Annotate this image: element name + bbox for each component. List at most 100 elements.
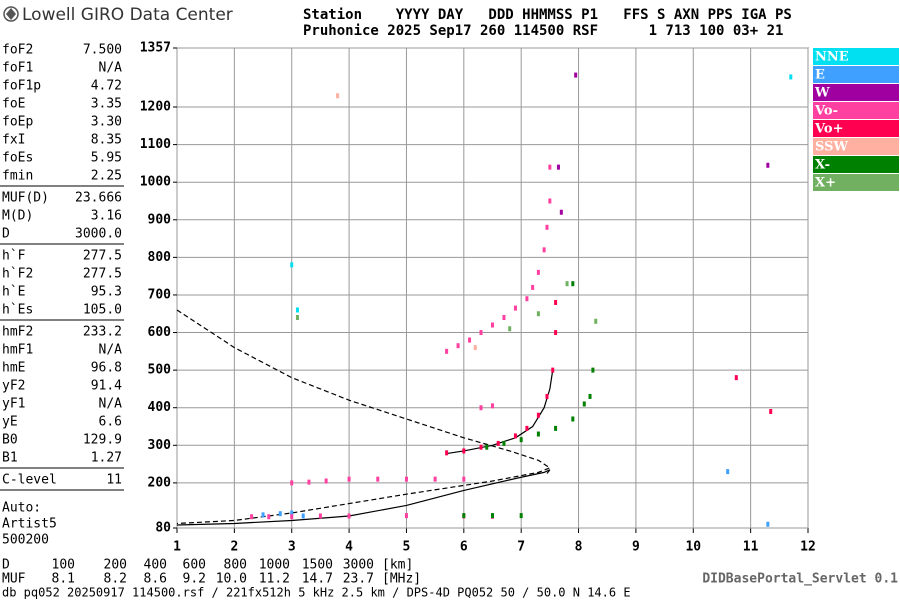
row-label: D [2, 558, 10, 573]
row-value: 3000 [343, 558, 374, 573]
y-tick-label: 500 [148, 363, 172, 378]
echo-point [473, 345, 477, 351]
legend-label: W [814, 86, 830, 101]
y-tick-label: 300 [148, 438, 172, 453]
footer-info: db pq052 20250917 114500.rsf / 221fx512h… [2, 586, 631, 600]
param-value: 233.2 [83, 325, 122, 340]
echo-point [307, 479, 311, 485]
x-tick-label: 9 [632, 540, 640, 555]
echo-point [545, 393, 549, 399]
param-value: 8.35 [91, 133, 122, 148]
echo-point [571, 281, 575, 287]
y-tick-label: 200 [148, 475, 172, 490]
row-value: 800 [224, 558, 247, 573]
echo-point [726, 469, 730, 475]
x-tick-label: 12 [800, 540, 816, 555]
row-value: 1000 [259, 558, 290, 573]
legend-swatch [813, 120, 899, 137]
param-value: 3.30 [91, 115, 122, 130]
echo-point [324, 478, 328, 484]
logo-text: Lowell GIRO Data Center [22, 5, 233, 25]
legend-swatch [813, 174, 899, 191]
param-value: N/A [99, 343, 123, 358]
param-name: h`Es [2, 303, 33, 318]
param-value: 5.95 [91, 151, 122, 166]
legend-label: NNE [815, 50, 849, 65]
plot-frame [176, 47, 809, 529]
echo-point [295, 307, 299, 313]
param-value: N/A [99, 397, 123, 412]
legend-label: X- [815, 158, 830, 173]
param-name: yF2 [2, 379, 25, 394]
param-name: fmin [2, 169, 33, 184]
x-tick-label: 3 [288, 540, 296, 555]
row-value: 600 [183, 558, 206, 573]
echo-point [318, 513, 322, 519]
legend-swatch [813, 66, 899, 83]
echo-point [525, 296, 529, 302]
echo-point [491, 403, 494, 409]
param-value: 277.5 [83, 267, 122, 282]
x-tick-label: 8 [575, 540, 583, 555]
x-tick-label: 11 [743, 540, 759, 555]
row-value: 1500 [302, 558, 333, 573]
x-tick-label: 1 [173, 540, 181, 555]
echo-point [404, 476, 408, 482]
x-tick-label: 10 [685, 540, 701, 555]
row-value: 8.6 [144, 572, 167, 587]
echo-point [554, 330, 558, 336]
echo-point [301, 513, 305, 519]
echo-point [588, 393, 592, 399]
param-value: 1.27 [91, 451, 122, 466]
logo: Lowell GIRO Data Center [3, 5, 233, 25]
param-value: 129.9 [83, 433, 122, 448]
echo-point [548, 198, 552, 204]
echo-point [445, 450, 449, 456]
row-value: 200 [104, 558, 127, 573]
param-name: foEs [2, 151, 33, 166]
echo-point [445, 348, 449, 354]
echo-point [290, 262, 294, 268]
echo-point [491, 322, 494, 328]
param-name: hmE [2, 361, 25, 376]
echo-point [513, 433, 517, 439]
echo-point [479, 405, 483, 411]
echo-point [267, 514, 271, 520]
header-line: Pruhonice 2025 Sep17 260 114500 RSF 1 71… [303, 23, 783, 39]
param-name: foF1 [2, 61, 33, 76]
logo-icon [6, 8, 16, 20]
echo-point [571, 416, 575, 422]
echo-point [536, 431, 540, 437]
param-value: 3000.0 [75, 227, 122, 242]
echo-point [531, 284, 535, 290]
echo-point [789, 74, 793, 80]
echo-point [554, 299, 558, 305]
param-name: h`F2 [2, 267, 33, 282]
echo-point [278, 511, 282, 517]
param-value: 91.4 [91, 379, 122, 394]
echo-point [468, 337, 472, 343]
logo-icon [3, 6, 19, 22]
auto-text: 500200 [2, 533, 49, 548]
legend-swatch [813, 138, 899, 155]
param-name: foF2 [2, 43, 33, 58]
echo-point [559, 209, 563, 215]
param-name: yE [2, 415, 18, 430]
legend-label: SSW [815, 140, 848, 155]
param-name: B1 [2, 451, 18, 466]
y-tick-label: 900 [148, 212, 172, 227]
curve [446, 370, 554, 455]
row-value: 400 [144, 558, 167, 573]
x-tick-label: 5 [403, 540, 411, 555]
param-value: 96.8 [91, 361, 122, 376]
y-tick-label: 1357 [140, 41, 171, 56]
echo-point [565, 281, 569, 287]
row-unit: [km] [382, 558, 413, 573]
echo-point [519, 513, 523, 519]
param-value: 11 [106, 473, 122, 488]
row-value: 100 [52, 558, 75, 573]
row-label: MUF [2, 572, 26, 587]
echo-point [290, 480, 294, 486]
legend-swatch [813, 156, 899, 173]
echo-point [290, 510, 294, 516]
